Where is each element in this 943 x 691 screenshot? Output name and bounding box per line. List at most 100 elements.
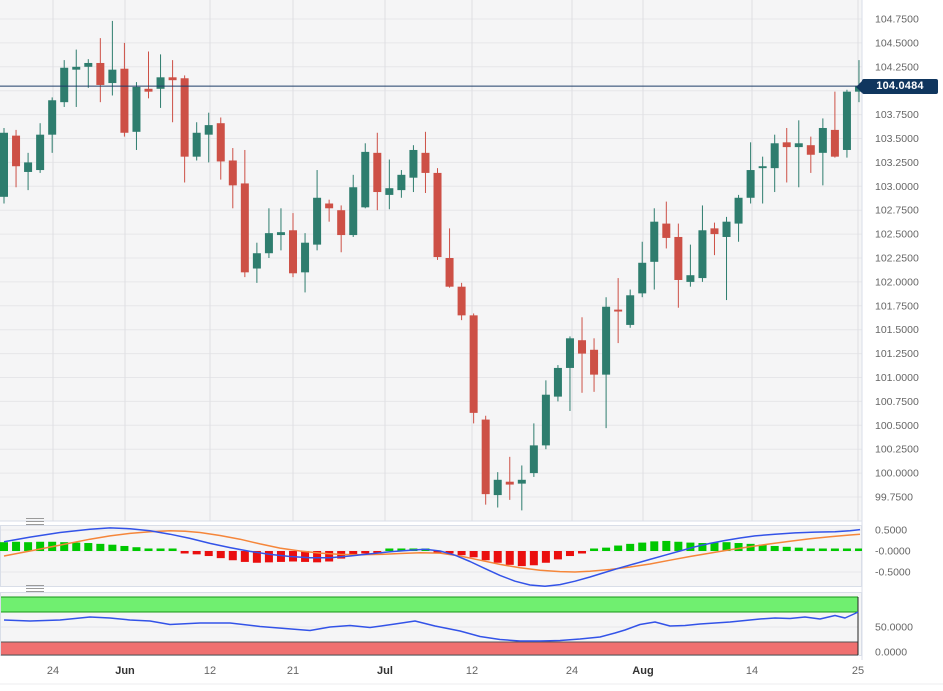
candle bbox=[168, 60, 177, 123]
candle-body bbox=[60, 67, 69, 103]
macd-histogram-bar bbox=[794, 547, 803, 551]
candle bbox=[132, 82, 141, 150]
macd-histogram-bar bbox=[325, 551, 334, 562]
macd-histogram-bar bbox=[602, 547, 611, 551]
candle bbox=[565, 336, 574, 411]
candle-body bbox=[421, 152, 430, 173]
candle-body bbox=[313, 197, 322, 245]
macd-histogram-bar bbox=[168, 548, 177, 551]
candle-body bbox=[108, 69, 117, 84]
price-axis-label: 103.5000 bbox=[875, 133, 919, 145]
macd-histogram-bar bbox=[216, 551, 225, 559]
candle bbox=[204, 112, 213, 163]
candle bbox=[60, 60, 69, 107]
candle-body bbox=[228, 160, 237, 186]
candle bbox=[686, 244, 695, 287]
macd-histogram-bar bbox=[842, 548, 851, 551]
candle-body bbox=[84, 62, 93, 67]
macd-histogram-bar bbox=[120, 545, 129, 551]
candle bbox=[830, 91, 839, 158]
candle bbox=[493, 472, 502, 508]
macd-histogram-bar bbox=[132, 547, 141, 551]
candle-body bbox=[770, 143, 779, 169]
candle-body bbox=[602, 306, 611, 375]
candle-body bbox=[0, 132, 8, 197]
macd-axis-label: 0.5000 bbox=[875, 525, 907, 537]
macd-histogram-bar bbox=[565, 551, 574, 557]
time-axis-label: 12 bbox=[204, 665, 216, 677]
candle-body bbox=[385, 188, 394, 195]
candle bbox=[650, 208, 659, 290]
candle-body bbox=[541, 394, 550, 446]
macd-histogram-bar bbox=[818, 548, 827, 551]
price-axis-label: 100.7500 bbox=[875, 396, 919, 408]
candle-body bbox=[445, 258, 454, 287]
macd-histogram-bar bbox=[144, 548, 153, 551]
macd-histogram-bar bbox=[578, 551, 587, 554]
candle-body bbox=[794, 143, 803, 148]
candle-body bbox=[517, 479, 526, 484]
main-price-panel[interactable] bbox=[0, 0, 862, 521]
candle-body bbox=[240, 183, 249, 273]
candle-body bbox=[662, 223, 671, 238]
overbought-band bbox=[1, 597, 858, 612]
candle-body bbox=[48, 100, 57, 135]
candle bbox=[638, 241, 647, 298]
macd-histogram-bar bbox=[276, 551, 285, 562]
price-axis-label: 102.0000 bbox=[875, 276, 919, 288]
time-axis-label: 24 bbox=[566, 665, 578, 677]
macd-histogram-bar bbox=[264, 551, 273, 563]
candle bbox=[84, 59, 93, 88]
candle bbox=[72, 49, 81, 107]
macd-panel[interactable] bbox=[0, 525, 862, 587]
macd-histogram-bar bbox=[830, 548, 839, 551]
macd-histogram-bar bbox=[638, 542, 647, 551]
macd-histogram-bar bbox=[156, 548, 165, 551]
macd-histogram-bar bbox=[529, 551, 538, 566]
candle bbox=[289, 213, 298, 278]
candle-body bbox=[493, 479, 502, 496]
price-axis-label: 101.5000 bbox=[875, 324, 919, 336]
candle-body bbox=[373, 152, 382, 193]
macd-axis[interactable]: 0.5000 -0.0000 -0.5000 bbox=[875, 525, 911, 579]
stochastic-panel-resize-handle[interactable] bbox=[26, 585, 44, 592]
macd-histogram-bar bbox=[361, 551, 370, 554]
macd-histogram-bar bbox=[12, 541, 21, 551]
candle-body bbox=[192, 132, 201, 157]
oversold-band bbox=[1, 642, 858, 655]
macd-histogram-bar bbox=[469, 551, 478, 558]
price-axis[interactable]: 104.7500104.5000104.2500104.0000103.7500… bbox=[875, 14, 919, 504]
candle bbox=[818, 118, 827, 186]
price-axis-label: 104.7500 bbox=[875, 14, 919, 26]
macd-histogram-bar bbox=[373, 551, 382, 554]
candle-body bbox=[553, 367, 562, 397]
candle-body bbox=[289, 230, 298, 274]
macd-panel-resize-handle[interactable] bbox=[26, 518, 44, 525]
macd-histogram-bar bbox=[397, 548, 406, 551]
candle bbox=[240, 149, 249, 278]
price-axis-label: 102.2500 bbox=[875, 253, 919, 265]
macd-line bbox=[3, 527, 861, 588]
macd-histogram-bar bbox=[782, 546, 791, 551]
candle-body bbox=[758, 166, 767, 169]
candle bbox=[541, 380, 550, 450]
candle bbox=[469, 313, 478, 424]
candle-body bbox=[626, 295, 635, 325]
time-axis[interactable]: 24 Jun 12 21 Jul 12 24 Aug 14 25 bbox=[47, 665, 864, 677]
macd-histogram-bar bbox=[0, 542, 8, 551]
candle bbox=[626, 289, 635, 328]
candle-body bbox=[337, 210, 346, 236]
price-axis-label: 103.2500 bbox=[875, 157, 919, 169]
candle-body bbox=[469, 315, 478, 413]
price-axis-label: 104.5000 bbox=[875, 37, 919, 49]
candle bbox=[108, 20, 117, 96]
price-axis-label: 103.0000 bbox=[875, 181, 919, 193]
stochastic-axis[interactable]: 50.0000 0.0000 bbox=[875, 622, 913, 659]
macd-histogram-bar bbox=[204, 551, 213, 557]
candle-body bbox=[481, 419, 490, 495]
candles-layer bbox=[0, 20, 862, 511]
candle bbox=[445, 228, 454, 288]
candle bbox=[373, 132, 382, 211]
candle bbox=[12, 129, 21, 188]
